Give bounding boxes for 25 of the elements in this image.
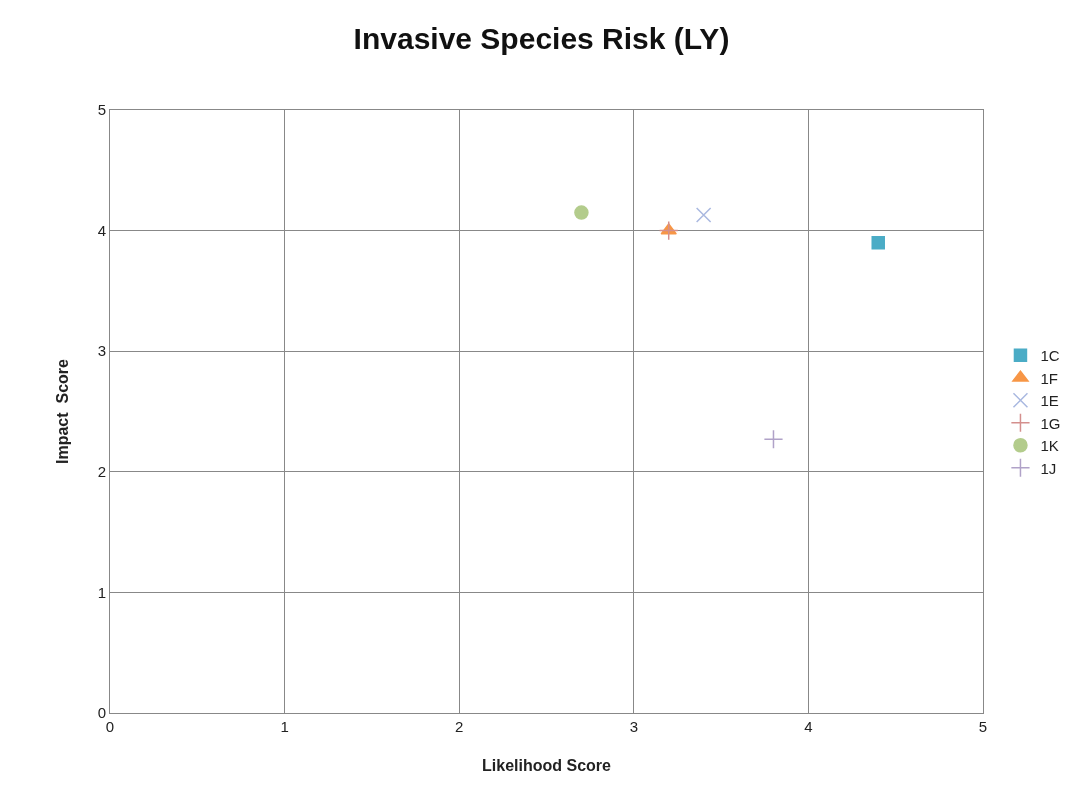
x-tick-label: 3	[629, 718, 638, 735]
x-tick-label: 5	[978, 718, 988, 735]
y-tick-label: 3	[97, 342, 106, 360]
legend-label: 1K	[1040, 437, 1059, 455]
y-tick-label: 0	[97, 704, 106, 722]
y-axis-title: Impact Score	[54, 358, 71, 464]
y-tick-label: 2	[97, 463, 106, 481]
point	[871, 235, 885, 250]
point	[574, 205, 589, 220]
y-tick-label: 1	[97, 583, 106, 601]
x-axis-title: Likelihood Score	[482, 757, 612, 774]
legend-label: 1J	[1040, 459, 1057, 477]
x-tick-label: 2	[455, 718, 464, 735]
y-tick-label: 4	[97, 221, 106, 239]
legend-label: 1G	[1040, 414, 1061, 432]
x-tick-label: 4	[804, 718, 813, 735]
chart-title: Invasive Species Risk (LY)	[353, 22, 730, 56]
legend-label: 1F	[1040, 369, 1058, 387]
y-tick-label: 5	[97, 101, 106, 119]
legend-label: 1E	[1040, 392, 1059, 410]
point	[695, 207, 712, 223]
point	[658, 220, 679, 241]
point	[763, 429, 784, 450]
x-tick-label: 1	[280, 718, 289, 735]
legend-label: 1C	[1040, 347, 1060, 365]
